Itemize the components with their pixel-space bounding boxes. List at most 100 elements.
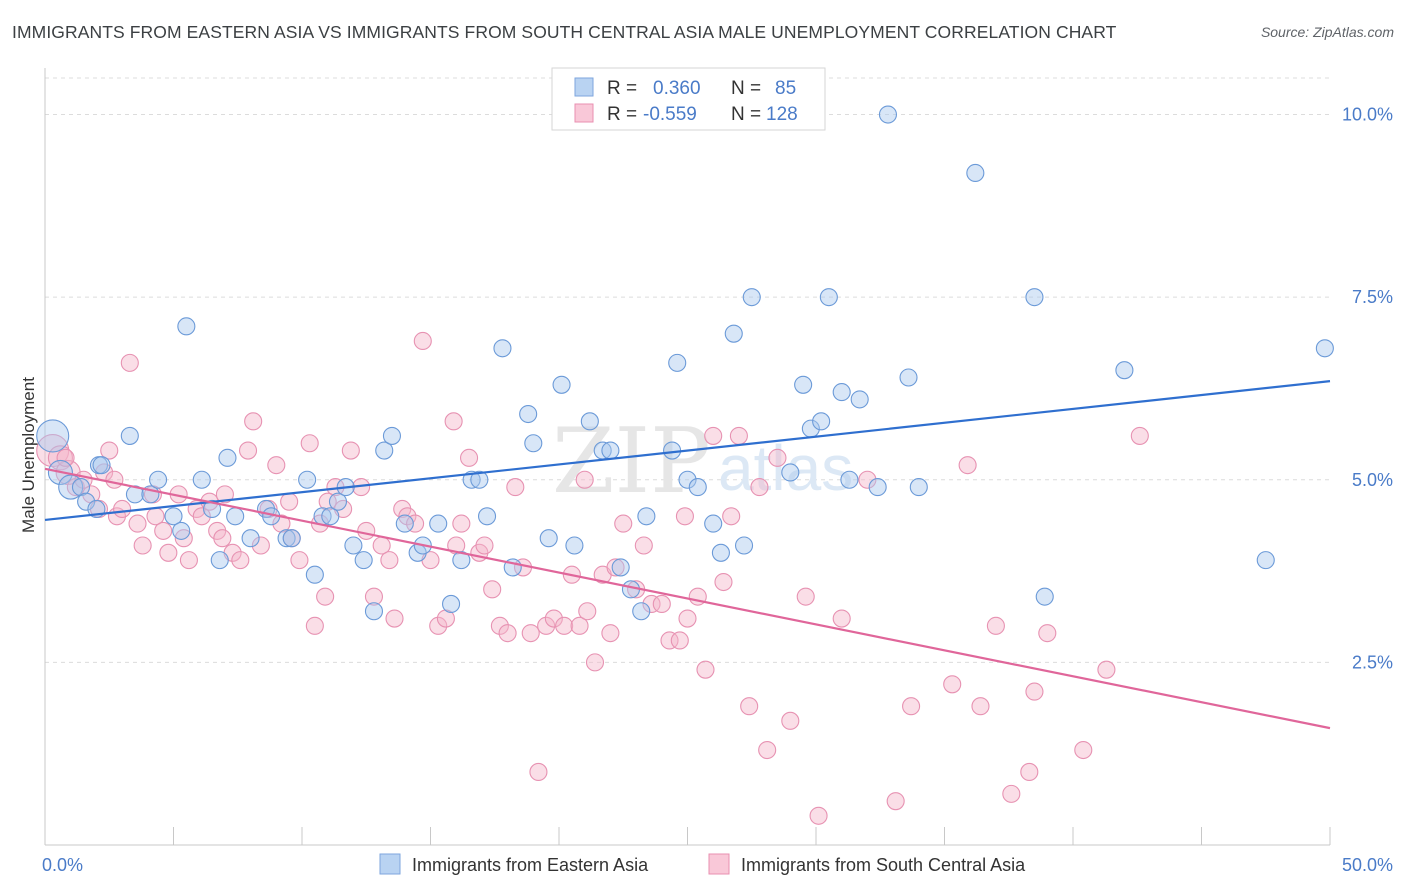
series-legend-swatch-pink [708,853,730,875]
point-south-central-asia-17 [159,543,178,562]
legend-box [551,67,826,131]
point-south-central-asia-92 [740,697,759,716]
point-eastern-asia-0 [36,419,70,453]
point-south-central-asia-74 [585,653,605,672]
point-south-central-asia-112 [56,448,75,467]
correlation-legend: R = 0.360 N = 85 R = -0.559 N = 128 [551,67,826,131]
point-eastern-asia-39 [429,514,448,533]
point-south-central-asia-93 [758,740,777,760]
point-south-central-asia-102 [943,675,962,694]
legend-n-value-2: 128 [766,104,798,125]
point-eastern-asia-41 [452,551,471,570]
legend-swatch-blue [574,77,594,97]
point-south-central-asia-81 [642,594,661,613]
axes [44,68,1331,846]
y-tick-label-1: 5.0% [1352,470,1393,490]
point-south-central-asia-10 [113,499,132,519]
point-eastern-asia-17 [210,551,229,570]
y-tick-label-2: 7.5% [1352,287,1393,307]
point-eastern-asia-32 [354,551,373,570]
grid-lines [45,77,1330,663]
point-south-central-asia-73 [578,602,597,621]
point-eastern-asia-8 [120,426,139,445]
watermark-zip: ZIP [552,409,711,514]
point-south-central-asia-88 [704,426,723,445]
series-south-central-asia-points [36,331,1149,825]
point-eastern-asia-7 [92,456,111,475]
point-eastern-asia-4 [77,492,96,511]
point-south-central-asia-107 [1025,682,1044,701]
point-eastern-asia-66 [734,536,754,555]
series-legend-label-blue: Immigrants from Eastern Asia [412,855,649,875]
point-south-central-asia-105 [986,616,1005,635]
point-eastern-asia-78 [899,368,918,387]
legend-n-label-2: N = [731,104,761,125]
x-tick-labels: 0.0% 50.0% [42,855,1393,875]
point-south-central-asia-119 [750,478,769,497]
point-eastern-asia-33 [364,602,384,621]
point-south-central-asia-90 [722,507,741,526]
point-south-central-asia-27 [231,551,250,570]
point-south-central-asia-3 [66,478,85,497]
point-south-central-asia-29 [244,412,263,431]
point-south-central-asia-101 [902,697,921,716]
legend-n-label-1: N = [731,78,761,99]
point-south-central-asia-45 [364,587,384,606]
point-eastern-asia-31 [344,536,363,555]
point-south-central-asia-103 [958,456,977,475]
x-tick-label-1: 50.0% [1342,855,1393,875]
trend-line-south-central-asia [44,467,1331,730]
point-south-central-asia-110 [1097,660,1116,679]
point-south-central-asia-39 [316,587,335,606]
point-south-central-asia-28 [238,441,258,460]
point-eastern-asia-12 [164,507,183,526]
point-south-central-asia-87 [696,660,715,679]
point-eastern-asia-64 [711,543,730,562]
point-eastern-asia-42 [462,470,481,489]
point-eastern-asia-23 [277,529,296,548]
point-south-central-asia-108 [1038,624,1057,643]
point-south-central-asia-85 [678,609,697,628]
point-south-central-asia-11 [120,353,139,372]
legend-swatch-pink [574,103,594,123]
point-eastern-asia-80 [966,163,985,183]
point-eastern-asia-49 [539,529,558,548]
point-south-central-asia-120 [1020,762,1039,782]
point-eastern-asia-52 [580,412,599,431]
point-eastern-asia-75 [850,390,869,409]
point-south-central-asia-89 [714,572,733,592]
point-eastern-asia-57 [632,602,651,621]
point-south-central-asia-68 [537,616,556,635]
point-south-central-asia-35 [290,551,309,570]
point-south-central-asia-100 [886,792,905,811]
point-south-central-asia-97 [809,806,828,825]
legend-r-value-2: -0.559 [643,104,697,125]
point-south-central-asia-64 [506,478,525,497]
point-eastern-asia-44 [477,507,497,526]
point-eastern-asia-29 [328,492,348,511]
point-eastern-asia-45 [493,339,512,358]
point-eastern-asia-69 [794,375,813,394]
point-eastern-asia-79 [909,478,928,497]
legend-r-label-2: R = [607,104,637,125]
point-south-central-asia-70 [555,616,574,635]
point-south-central-asia-121 [280,492,299,511]
point-south-central-asia-22 [192,507,211,526]
point-south-central-asia-48 [385,609,404,628]
point-eastern-asia-65 [724,324,743,343]
point-eastern-asia-81 [1025,288,1044,307]
point-eastern-asia-68 [781,463,800,482]
point-south-central-asia-58 [459,448,479,467]
legend-n-value-1: 85 [775,78,796,99]
point-eastern-asia-28 [321,507,340,526]
point-south-central-asia-67 [529,762,548,782]
point-south-central-asia-57 [452,514,471,533]
point-eastern-asia-18 [218,448,237,467]
point-south-central-asia-96 [796,587,815,606]
point-south-central-asia-50 [398,507,417,526]
point-eastern-asia-11 [149,470,168,489]
point-eastern-asia-61 [678,470,697,489]
point-eastern-asia-13 [172,521,191,540]
point-south-central-asia-94 [768,448,787,467]
point-eastern-asia-73 [832,383,851,402]
